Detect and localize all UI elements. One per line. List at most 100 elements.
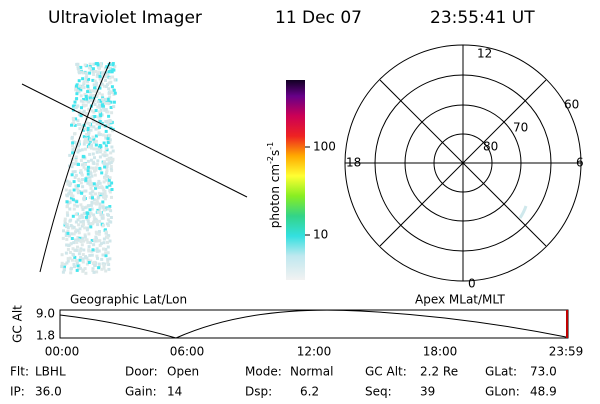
aurora-pixel <box>87 100 91 104</box>
aurora-pixel <box>103 208 107 212</box>
aurora-pixel <box>100 214 104 218</box>
aurora-pixel <box>70 237 74 240</box>
aurora-pixel <box>82 82 86 86</box>
aurora-pixel <box>94 184 98 188</box>
aurora-pixel <box>74 184 78 188</box>
aurora-pixel <box>88 177 92 181</box>
aurora-pixel <box>79 169 83 173</box>
aurora-pixel <box>107 234 111 238</box>
aurora-pixel <box>84 167 88 171</box>
aurora-pixel <box>72 253 75 257</box>
aurora-pixel <box>104 178 108 182</box>
aurora-pixel <box>102 266 106 270</box>
aurora-pixel <box>91 152 95 156</box>
aurora-pixel <box>92 62 96 66</box>
aurora-pixel <box>102 162 106 166</box>
aurora-pixel <box>79 181 83 185</box>
aurora-pixel <box>81 77 85 81</box>
aurora-pixel <box>81 269 85 273</box>
aurora-pixel <box>97 133 101 137</box>
aurora-pixel <box>75 187 79 191</box>
aurora-pixel <box>80 106 83 110</box>
aurora-pixel <box>96 63 100 67</box>
aurora-pixel <box>94 83 98 87</box>
status-label: Door: <box>125 365 158 379</box>
aurora-pixel <box>110 111 114 115</box>
aurora-pixel <box>90 207 94 211</box>
aurora-pixel <box>104 247 108 251</box>
aurora-pixel <box>91 267 95 271</box>
aurora-pixel <box>70 136 74 140</box>
aurora-pixel <box>103 197 107 201</box>
aurora-pixel <box>87 245 91 249</box>
aurora-pixel <box>99 64 103 68</box>
aurora-pixel <box>68 256 72 260</box>
aurora-pixel <box>86 169 90 173</box>
aurora-pixel <box>98 77 102 81</box>
aurora-pixel <box>101 153 105 157</box>
aurora-pixel <box>76 264 80 268</box>
aurora-pixel <box>80 163 84 167</box>
aurora-pixel <box>100 121 104 125</box>
aurora-pixel <box>89 68 93 72</box>
aurora-pixel <box>104 173 108 177</box>
aurora-pixel <box>85 74 89 78</box>
aurora-pixel <box>71 247 75 251</box>
lat-label: 70 <box>513 121 528 135</box>
aurora-pixel <box>105 85 108 88</box>
aurora-pixel <box>86 84 90 88</box>
aurora-pixel <box>97 232 101 236</box>
aurora-pixel <box>77 267 81 271</box>
aurora-pixel <box>72 188 76 192</box>
aurora-pixel <box>88 181 92 185</box>
aurora-pixel <box>69 218 73 222</box>
aurora-pixel <box>83 162 87 166</box>
aurora-pixel <box>76 87 80 91</box>
aurora-pixel <box>87 261 91 264</box>
aurora-pixel <box>95 249 99 253</box>
aurora-pixel <box>79 220 83 224</box>
aurora-pixel <box>100 93 104 97</box>
aurora-pixel <box>106 240 109 244</box>
aurora-pixel <box>66 247 70 251</box>
aurora-pixel <box>101 205 105 209</box>
aurora-pixel <box>73 146 76 150</box>
aurora-pixel <box>65 223 69 226</box>
hour-label: 0 <box>468 277 476 291</box>
timeline-xtick: 00:00 <box>45 345 80 359</box>
aurora-pixel <box>79 88 83 92</box>
aurora-pixel <box>96 100 100 104</box>
aurora-pixel <box>78 258 82 262</box>
aurora-pixel <box>66 257 70 261</box>
aurora-pixel <box>94 192 97 196</box>
aurora-pixel <box>107 123 111 127</box>
aurora-pixel <box>79 65 83 69</box>
aurora-pixel <box>113 64 117 68</box>
aurora-pixel <box>101 71 105 75</box>
aurora-pixel <box>66 204 69 208</box>
aurora-pixel <box>92 198 96 202</box>
aurora-pixel <box>86 159 90 163</box>
aurora-pixel <box>68 164 71 168</box>
aurora-pixel <box>66 259 70 263</box>
aurora-pixel <box>90 190 94 194</box>
aurora-pixel <box>70 258 74 262</box>
aurora-pixel <box>109 151 113 155</box>
aurora-pixel <box>88 191 92 195</box>
aurora-pixel <box>98 120 102 124</box>
aurora-pixel <box>96 223 100 227</box>
aurora-pixel <box>102 237 106 241</box>
lat-label: 80 <box>483 140 498 154</box>
aurora-pixel <box>91 135 95 139</box>
status-value: 36.0 <box>35 385 62 399</box>
aurora-pixel <box>108 133 112 137</box>
aurora-pixel <box>84 76 88 80</box>
aurora-pixel <box>86 213 90 217</box>
aurora-pixel <box>92 220 96 224</box>
aurora-pixel <box>102 241 106 245</box>
aurora-pixel <box>109 167 113 171</box>
aurora-pixel <box>96 122 100 126</box>
aurora-pixel <box>85 97 89 101</box>
aurora-pixel <box>87 222 91 226</box>
aurora-pixel <box>83 127 87 131</box>
